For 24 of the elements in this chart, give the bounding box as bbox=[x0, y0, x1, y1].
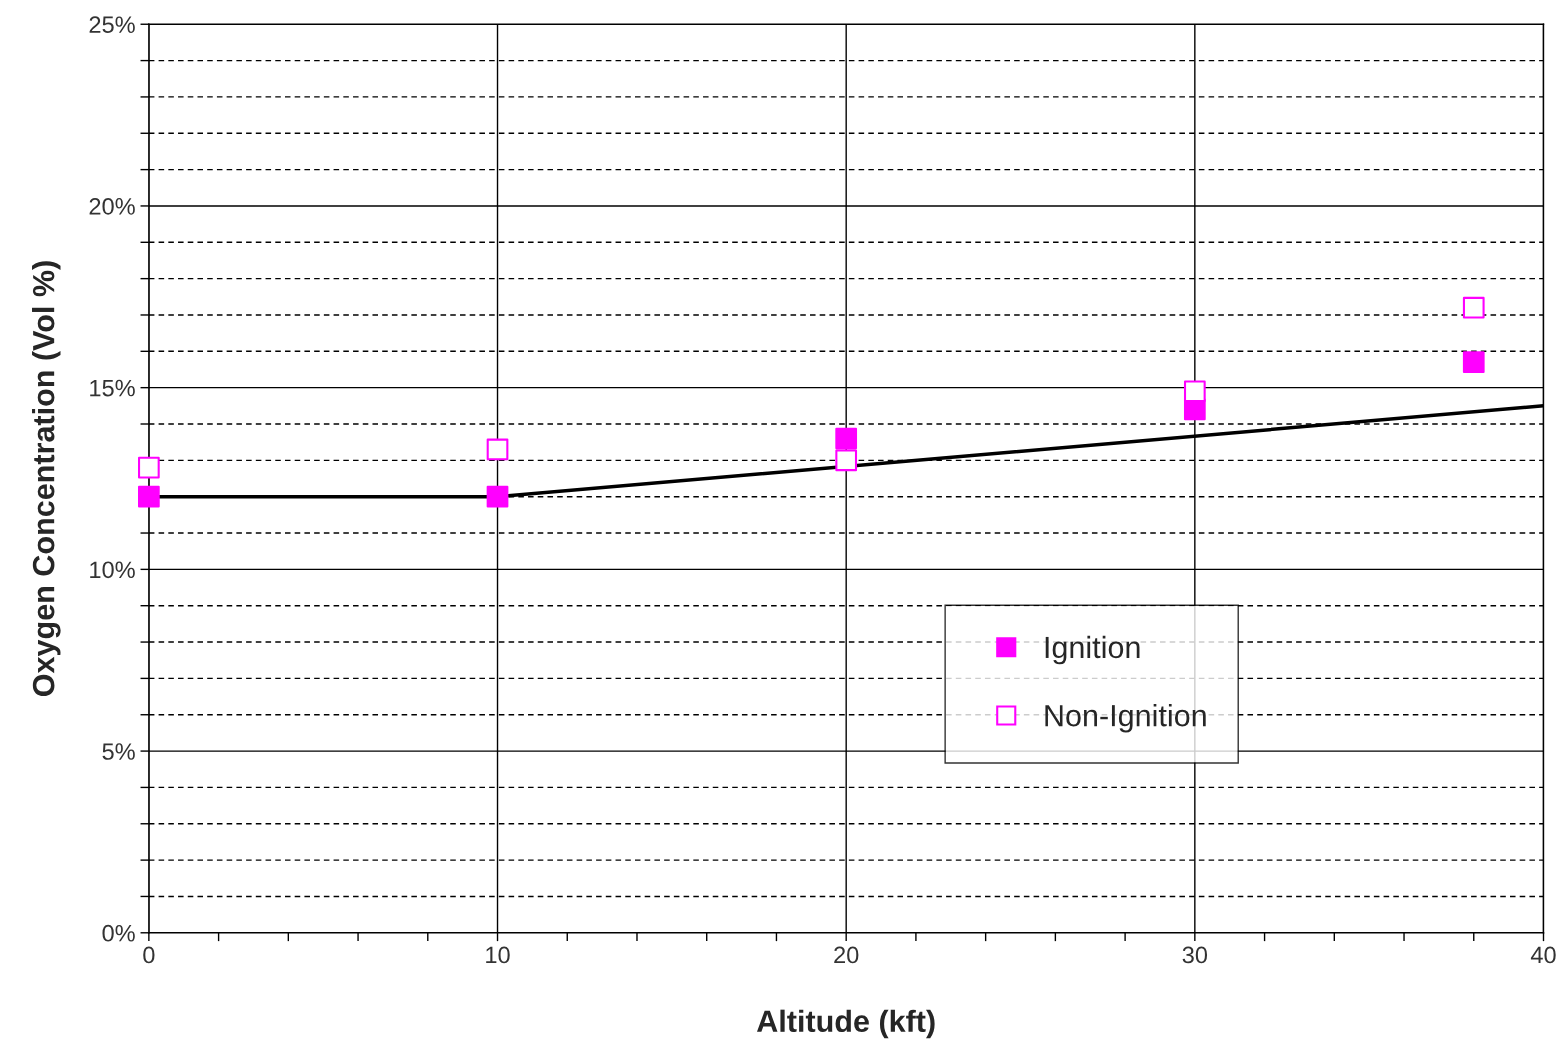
point bbox=[138, 485, 160, 508]
x-tick-label: 0 bbox=[143, 946, 155, 964]
point bbox=[1183, 380, 1206, 403]
x-tick-label: 30 bbox=[1182, 946, 1208, 964]
y-tick-label: 15% bbox=[90, 379, 135, 397]
y-tick-label: 0% bbox=[102, 924, 135, 942]
legend-label: Non-Ignition bbox=[1045, 704, 1206, 733]
y-tick-label: 20% bbox=[89, 198, 135, 215]
y-tick-label: 25% bbox=[89, 16, 135, 34]
point bbox=[835, 449, 858, 472]
point bbox=[138, 456, 160, 479]
point bbox=[486, 485, 509, 508]
y-tick-label: 5% bbox=[102, 743, 135, 760]
legend-label: Ignition bbox=[1045, 635, 1140, 665]
x-tick-label: 20 bbox=[834, 946, 859, 964]
y-axis-title: Oxygen Concentration (Vol %) bbox=[32, 261, 61, 696]
y-tick-label: 10% bbox=[90, 561, 135, 579]
point bbox=[1462, 296, 1485, 319]
x-tick-label: 10 bbox=[486, 946, 510, 964]
x-axis-title: Altitude (kft) bbox=[757, 1009, 935, 1039]
x-tick-label: 40 bbox=[1530, 946, 1556, 964]
point bbox=[1462, 351, 1485, 374]
point bbox=[835, 427, 858, 450]
point bbox=[486, 438, 509, 461]
